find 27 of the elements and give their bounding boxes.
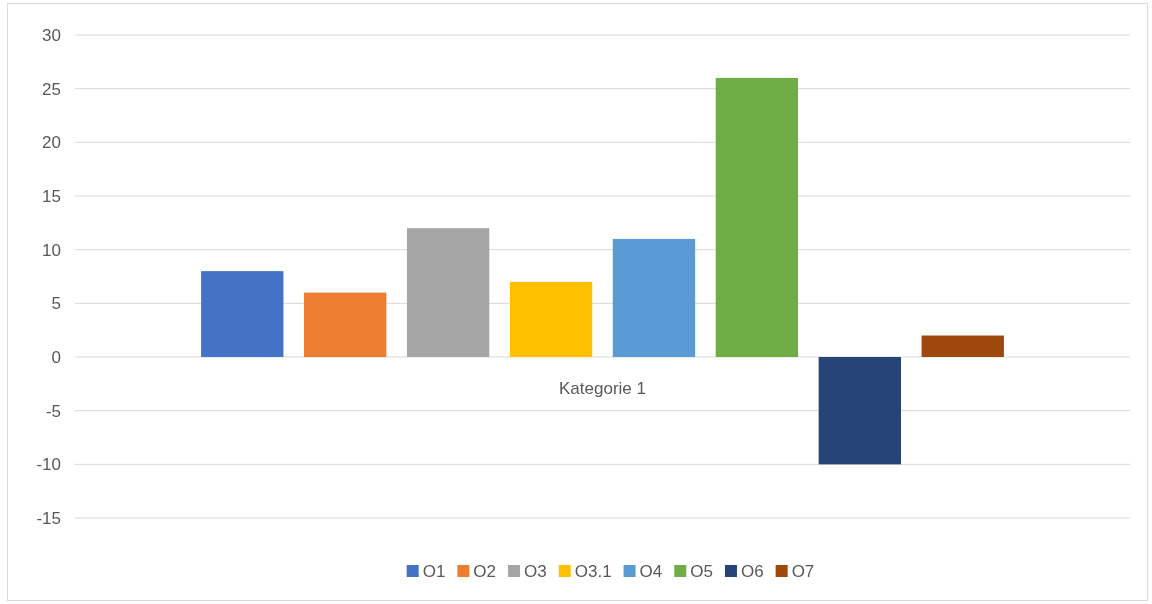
y-tick-label: 30	[42, 25, 61, 45]
y-tick-label: 15	[42, 186, 61, 206]
y-tick-label: 5	[51, 294, 61, 314]
bar	[818, 357, 901, 465]
bar	[201, 271, 284, 357]
bar	[715, 77, 799, 357]
legend-label: O4	[639, 562, 663, 581]
bar	[921, 335, 1004, 357]
y-tick-label: -5	[45, 401, 61, 421]
legend-label: O7	[791, 562, 815, 581]
bar	[509, 281, 593, 357]
y-tick-label: 25	[42, 79, 61, 99]
y-tick-label: -15	[36, 508, 61, 528]
bar	[406, 228, 490, 357]
y-tick-label: 0	[51, 347, 61, 367]
y-tick-label: -10	[36, 455, 61, 475]
y-tick-label: 10	[42, 240, 61, 260]
legend-label: O6	[740, 562, 764, 581]
y-tick-label: 20	[42, 133, 61, 153]
legend-label: O3	[524, 562, 547, 581]
legend-label: O1	[422, 562, 446, 581]
bar	[612, 238, 696, 357]
x-tick-label: Kategorie 1	[559, 379, 646, 398]
legend-label: O2	[473, 562, 497, 581]
legend-label: O3.1	[574, 562, 612, 581]
bar	[304, 292, 387, 357]
legend-label: O5	[690, 562, 713, 581]
